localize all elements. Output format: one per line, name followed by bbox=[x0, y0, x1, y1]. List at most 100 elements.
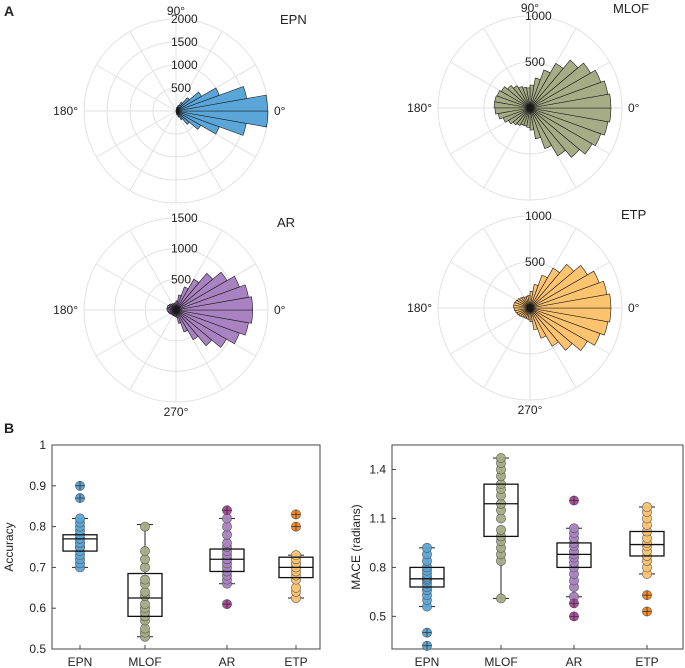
angle-label: 0° bbox=[628, 301, 640, 315]
radial-tick-label: 1000 bbox=[171, 242, 198, 256]
rose-bar bbox=[516, 107, 531, 126]
y-tick-label: 0.8 bbox=[29, 520, 46, 534]
data-point bbox=[222, 538, 232, 548]
data-point bbox=[222, 529, 232, 540]
rose-bar bbox=[493, 101, 531, 109]
data-point bbox=[140, 554, 150, 565]
data-point bbox=[291, 550, 301, 561]
polar-grid-spoke bbox=[483, 307, 531, 388]
panel-a-label: A bbox=[4, 3, 14, 19]
data-point bbox=[569, 523, 579, 534]
rose-bar bbox=[529, 59, 579, 109]
plot-frame bbox=[391, 444, 684, 650]
box bbox=[556, 542, 592, 569]
data-point bbox=[642, 502, 652, 512]
rose-bar bbox=[529, 274, 548, 309]
rose-bar bbox=[175, 286, 189, 311]
data-point bbox=[496, 524, 506, 535]
y-tick-label: 0.6 bbox=[29, 601, 46, 615]
rose-bar bbox=[529, 270, 600, 309]
data-point bbox=[75, 513, 85, 524]
polar-grid-spoke bbox=[129, 309, 177, 390]
rose-title: MLOF bbox=[613, 1, 649, 16]
polar-grid-spoke bbox=[129, 31, 177, 112]
rose-bar bbox=[529, 84, 535, 109]
rose-bar bbox=[529, 77, 541, 109]
data-point bbox=[140, 562, 150, 573]
rose-bar bbox=[175, 278, 200, 311]
rose-bar bbox=[529, 263, 575, 309]
rose-etp: 500 1000 0° 180° 270° ETP bbox=[407, 207, 646, 417]
box bbox=[629, 530, 665, 557]
box bbox=[62, 534, 98, 552]
radial-tick-label: 1000 bbox=[525, 209, 552, 223]
rose-bar bbox=[175, 110, 269, 128]
rose-bar bbox=[175, 101, 183, 112]
rose-bar bbox=[527, 307, 531, 321]
radial-tick-label: 2000 bbox=[171, 12, 198, 26]
x-tick-label: ETP bbox=[284, 655, 307, 668]
y-tick-label: 0.7 bbox=[29, 560, 46, 574]
angle-label: 180° bbox=[407, 301, 432, 315]
rose-bar bbox=[529, 280, 608, 309]
y-tick-label: 0.8 bbox=[369, 560, 386, 574]
rose-title: EPN bbox=[280, 12, 307, 27]
y-axis-label: Accuracy bbox=[2, 522, 16, 571]
radial-tick-label: 1000 bbox=[171, 58, 198, 72]
y-tick-label: 0.5 bbox=[369, 609, 386, 623]
x-tick-label: AR bbox=[219, 655, 236, 668]
rose-plots: 5001000150020000°90°180°EPN50010000°90°1… bbox=[53, 1, 649, 419]
polar-grid-spoke bbox=[129, 230, 177, 311]
y-tick-label: 1 bbox=[39, 438, 46, 452]
boxplot-accuracy: 0.5 0.6 0.7 0.8 0.9 1 Accuracy EPN MLOF AR ETP bbox=[2, 438, 321, 668]
rose-bar bbox=[529, 264, 588, 309]
data-point bbox=[140, 574, 150, 585]
data-point bbox=[496, 593, 506, 604]
angle-label: 0° bbox=[274, 104, 286, 118]
data-point bbox=[291, 582, 301, 593]
polar-grid-spoke bbox=[175, 110, 223, 191]
polar-grid-spoke bbox=[450, 307, 531, 355]
rose-bar bbox=[174, 309, 177, 318]
y-tick-label: 1.1 bbox=[369, 511, 386, 525]
angle-label: 0° bbox=[274, 303, 286, 317]
rose-epn: 500 1000 1500 2000 0° 90° 180° EPN bbox=[53, 4, 307, 204]
radial-tick-label: 500 bbox=[525, 55, 545, 69]
angle-label: 0° bbox=[628, 101, 640, 115]
box bbox=[483, 483, 519, 538]
box bbox=[409, 566, 445, 588]
x-tick-label: AR bbox=[566, 655, 583, 668]
polar-grid-spoke bbox=[96, 263, 177, 311]
radial-tick-label: 1500 bbox=[171, 35, 198, 49]
rose-bar bbox=[175, 97, 190, 112]
data-point bbox=[496, 513, 506, 524]
angle-label: 180° bbox=[407, 101, 432, 115]
data-point bbox=[140, 623, 150, 634]
rose-bar bbox=[513, 304, 531, 309]
panel-b-label: B bbox=[4, 420, 14, 436]
rose-bar bbox=[175, 272, 214, 311]
angle-label: 180° bbox=[53, 303, 78, 317]
y-tick-label: 1.4 bbox=[369, 462, 386, 476]
rose-bar bbox=[175, 275, 240, 311]
x-tick-label: MLOF bbox=[484, 655, 517, 668]
radial-tick-label: 500 bbox=[525, 255, 545, 269]
rose-bar bbox=[529, 69, 551, 109]
data-point bbox=[140, 546, 150, 556]
data-point bbox=[140, 599, 150, 610]
box bbox=[209, 548, 245, 573]
rose-bar bbox=[529, 267, 560, 309]
rose-bar bbox=[512, 107, 531, 126]
radial-tick-label: 500 bbox=[171, 81, 191, 95]
rose-bar bbox=[175, 91, 202, 112]
data-point bbox=[222, 513, 232, 524]
polar-grid-spoke bbox=[96, 309, 177, 357]
rose-bar bbox=[175, 107, 178, 112]
rose-bar bbox=[166, 308, 177, 311]
angle-label: 270° bbox=[164, 405, 189, 419]
rose-bar bbox=[529, 80, 609, 109]
rose-title: AR bbox=[277, 215, 295, 230]
rose-bar bbox=[529, 62, 564, 109]
